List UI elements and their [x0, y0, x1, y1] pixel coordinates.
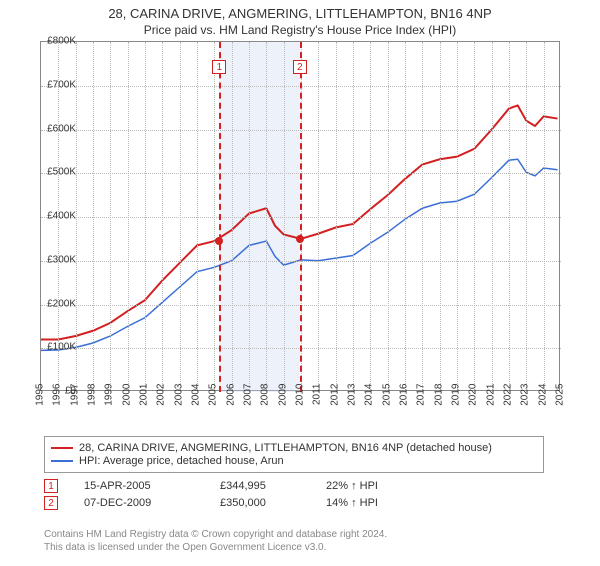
chart-title: 28, CARINA DRIVE, ANGMERING, LITTLEHAMPT… [0, 6, 600, 21]
y-tick-label: £700K [47, 79, 76, 90]
x-tick-label: 2015 [381, 384, 392, 414]
y-tick-label: £200K [47, 298, 76, 309]
transaction-row: 1 15-APR-2005 £344,995 22% ↑ HPI [44, 479, 406, 493]
transaction-date: 07-DEC-2009 [84, 497, 194, 509]
footer-line-2: This data is licensed under the Open Gov… [44, 541, 387, 554]
legend-label-hpi: HPI: Average price, detached house, Arun [79, 455, 284, 467]
x-tick-label: 2023 [520, 384, 531, 414]
y-tick-label: £300K [47, 254, 76, 265]
x-tick-label: 2013 [347, 384, 358, 414]
x-tick-label: 2002 [156, 384, 167, 414]
x-tick-label: 2000 [121, 384, 132, 414]
x-tick-label: 2011 [312, 384, 323, 414]
x-tick-label: 2014 [364, 384, 375, 414]
legend-item-property: 28, CARINA DRIVE, ANGMERING, LITTLEHAMPT… [51, 442, 537, 454]
transactions-table: 1 15-APR-2005 £344,995 22% ↑ HPI 2 07-DE… [44, 476, 406, 513]
y-tick-label: £800K [47, 36, 76, 47]
transaction-dot [215, 237, 223, 245]
x-tick-label: 2006 [225, 384, 236, 414]
x-tick-label: 2017 [416, 384, 427, 414]
legend: 28, CARINA DRIVE, ANGMERING, LITTLEHAMPT… [44, 436, 544, 473]
transaction-price: £350,000 [220, 497, 300, 509]
transaction-marker-2: 2 [44, 496, 58, 510]
x-tick-label: 2016 [399, 384, 410, 414]
x-tick-label: 1999 [104, 384, 115, 414]
x-tick-label: 2019 [451, 384, 462, 414]
x-tick-label: 2021 [485, 384, 496, 414]
legend-label-property: 28, CARINA DRIVE, ANGMERING, LITTLEHAMPT… [79, 442, 492, 454]
transaction-row: 2 07-DEC-2009 £350,000 14% ↑ HPI [44, 496, 406, 510]
transaction-dot [296, 235, 304, 243]
x-tick-label: 2001 [139, 384, 150, 414]
x-tick-label: 1998 [87, 384, 98, 414]
x-tick-label: 2008 [260, 384, 271, 414]
plot-region: 12 [40, 41, 560, 391]
x-tick-label: 2022 [503, 384, 514, 414]
legend-swatch-property [51, 447, 73, 449]
x-tick-label: 2024 [537, 384, 548, 414]
transaction-vline [300, 42, 302, 392]
transaction-marker-2: 2 [293, 60, 307, 74]
transaction-marker-1: 1 [44, 479, 58, 493]
transaction-price: £344,995 [220, 480, 300, 492]
x-tick-label: 2020 [468, 384, 479, 414]
x-tick-label: 2009 [277, 384, 288, 414]
x-tick-label: 2007 [243, 384, 254, 414]
y-tick-label: £500K [47, 167, 76, 178]
x-tick-label: 1996 [52, 384, 63, 414]
x-tick-label: 1995 [35, 384, 46, 414]
y-tick-label: £600K [47, 123, 76, 134]
transaction-marker-1: 1 [212, 60, 226, 74]
chart-area: 12 £0£100K£200K£300K£400K£500K£600K£700K… [40, 41, 600, 411]
y-tick-label: £400K [47, 211, 76, 222]
x-tick-label: 2025 [555, 384, 566, 414]
chart-container: 28, CARINA DRIVE, ANGMERING, LITTLEHAMPT… [0, 6, 600, 566]
y-tick-label: £100K [47, 342, 76, 353]
footer-line-1: Contains HM Land Registry data © Crown c… [44, 528, 387, 541]
chart-subtitle: Price paid vs. HM Land Registry's House … [0, 23, 600, 37]
x-tick-label: 2018 [433, 384, 444, 414]
x-tick-label: 2010 [295, 384, 306, 414]
legend-item-hpi: HPI: Average price, detached house, Arun [51, 455, 537, 467]
x-tick-label: 2012 [329, 384, 340, 414]
legend-swatch-hpi [51, 460, 73, 462]
footer-attribution: Contains HM Land Registry data © Crown c… [44, 528, 387, 554]
x-tick-label: 2003 [173, 384, 184, 414]
x-tick-label: 2005 [208, 384, 219, 414]
x-tick-label: 2004 [191, 384, 202, 414]
transaction-vline [219, 42, 221, 392]
transaction-date: 15-APR-2005 [84, 480, 194, 492]
transaction-diff: 14% ↑ HPI [326, 497, 406, 509]
transaction-diff: 22% ↑ HPI [326, 480, 406, 492]
x-tick-label: 1997 [69, 384, 80, 414]
